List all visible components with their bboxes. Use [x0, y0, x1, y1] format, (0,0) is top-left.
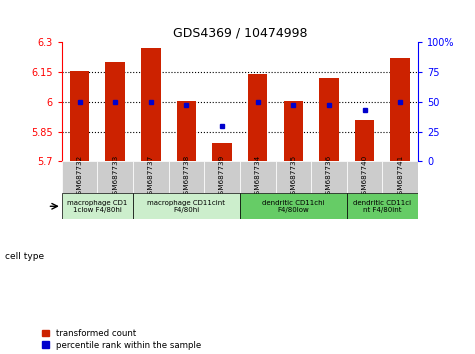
Text: macrophage CD11cint
F4/80hi: macrophage CD11cint F4/80hi	[147, 200, 226, 213]
Text: cell type: cell type	[5, 252, 44, 261]
Title: GDS4369 / 10474998: GDS4369 / 10474998	[172, 27, 307, 40]
Bar	[284, 101, 303, 161]
Text: macrophage CD1
1clow F4/80hi: macrophage CD1 1clow F4/80hi	[67, 200, 128, 213]
Bar	[133, 161, 169, 193]
Legend: transformed count, percentile rank within the sample: transformed count, percentile rank withi…	[42, 329, 201, 350]
Text: GSM687733: GSM687733	[112, 155, 118, 199]
Text: GSM687738: GSM687738	[183, 155, 190, 199]
Text: GSM687740: GSM687740	[361, 155, 368, 199]
Bar	[204, 161, 240, 193]
Text: GSM687736: GSM687736	[326, 155, 332, 199]
Text: dendritic CD11chi
F4/80low: dendritic CD11chi F4/80low	[262, 200, 324, 213]
Bar	[311, 161, 347, 193]
Text: GSM687737: GSM687737	[148, 155, 154, 199]
Text: GSM687732: GSM687732	[76, 155, 83, 199]
Text: GSM687735: GSM687735	[290, 155, 296, 199]
Bar	[240, 161, 276, 193]
Bar	[177, 101, 196, 161]
Bar	[105, 62, 125, 161]
Bar	[347, 161, 382, 193]
Bar	[347, 193, 418, 219]
Bar	[212, 143, 232, 161]
Bar	[141, 48, 161, 161]
Bar	[133, 193, 240, 219]
Bar	[70, 71, 89, 161]
Text: GSM687741: GSM687741	[397, 155, 403, 199]
Text: GSM687734: GSM687734	[255, 155, 261, 199]
Bar	[240, 193, 347, 219]
Bar	[355, 120, 374, 161]
Text: dendritic CD11ci
nt F4/80int: dendritic CD11ci nt F4/80int	[353, 200, 411, 213]
Bar	[62, 161, 97, 193]
Bar	[276, 161, 311, 193]
Bar	[97, 161, 133, 193]
Bar	[390, 58, 410, 161]
Bar	[62, 193, 133, 219]
Bar	[169, 161, 204, 193]
Bar	[248, 74, 267, 161]
Bar	[319, 78, 339, 161]
Text: GSM687739: GSM687739	[219, 155, 225, 199]
Bar	[382, 161, 418, 193]
